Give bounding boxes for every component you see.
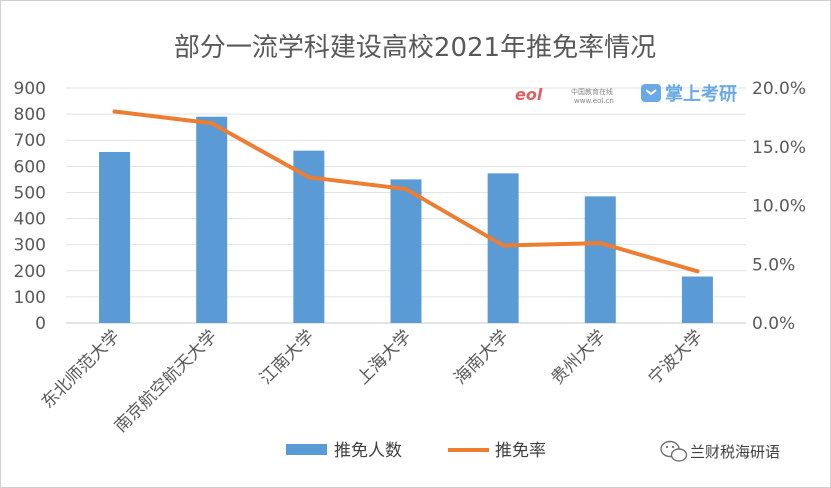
left-tick-label: 100 (14, 288, 46, 308)
right-axis-ticks: 0.0% 5.0% 10.0% 15.0% 20.0% (752, 79, 806, 334)
rate-point (598, 241, 603, 246)
right-tick-label: 20.0% (752, 79, 806, 99)
bar (487, 173, 519, 323)
credit-text: 兰财税海研语 (690, 443, 780, 461)
bar-series (99, 116, 713, 323)
legend: 推免人数 推免率 (286, 441, 546, 461)
rate-point (209, 121, 214, 126)
left-tick-label: 700 (14, 131, 46, 151)
left-tick-label: 200 (14, 262, 46, 282)
watermark-site-url: www.eol.cn (574, 97, 614, 105)
left-tick-label: 800 (14, 105, 46, 125)
rate-point (501, 243, 506, 248)
bar (99, 151, 131, 323)
right-tick-label: 0.0% (752, 314, 795, 334)
right-tick-label: 10.0% (752, 197, 806, 217)
rate-point (112, 109, 117, 114)
wechat-icon (660, 440, 688, 462)
left-tick-label: 0 (35, 314, 46, 334)
bar (584, 196, 616, 323)
chart-title: 部分一流学科建设高校2021年推免率情况 (174, 33, 656, 63)
credit: 兰财税海研语 (660, 440, 780, 462)
right-tick-label: 5.0% (752, 255, 795, 275)
bar (681, 276, 713, 323)
left-tick-label: 900 (14, 79, 46, 99)
rate-point (695, 269, 700, 274)
bar (390, 179, 422, 323)
left-axis-ticks: 0 100 200 300 400 500 600 700 800 900 (14, 79, 46, 334)
rate-point (404, 187, 408, 192)
left-tick-label: 400 (14, 210, 46, 230)
watermark-brand: 掌上考研 (665, 83, 737, 105)
watermark-brand-icon-mark (645, 89, 657, 96)
left-tick-label: 500 (14, 183, 46, 203)
right-tick-label: 15.0% (752, 138, 806, 158)
bar (196, 116, 228, 323)
watermark-logo: eol (515, 85, 543, 104)
legend-swatch-bar (286, 444, 327, 455)
line-series (112, 109, 700, 274)
left-tick-label: 300 (14, 236, 46, 256)
rate-point (306, 175, 311, 180)
watermark: eol 中国教育在线 www.eol.cn 掌上考研 (515, 83, 737, 105)
legend-label-bar: 推免人数 (334, 441, 402, 461)
watermark-site-cn: 中国教育在线 (571, 87, 613, 96)
gridlines (66, 87, 746, 324)
left-tick-label: 600 (14, 157, 46, 177)
legend-label-line: 推免率 (495, 441, 546, 461)
